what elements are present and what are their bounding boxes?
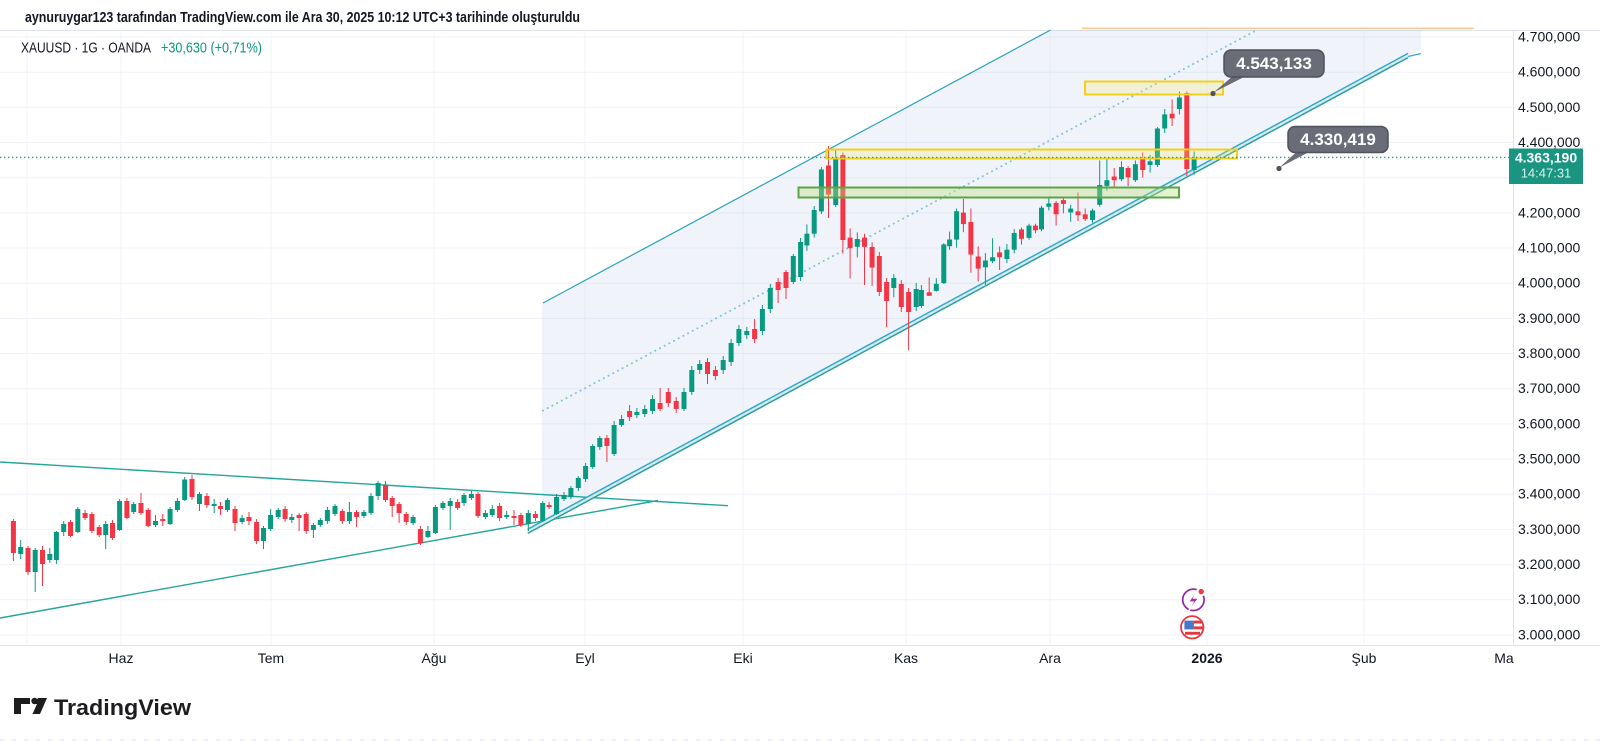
svg-text:3.800,000: 3.800,000 xyxy=(1518,345,1580,361)
svg-text:3.200,000: 3.200,000 xyxy=(1518,556,1580,572)
svg-text:Eki: Eki xyxy=(733,650,752,666)
svg-text:aynuruygar123 tarafından Tradi: aynuruygar123 tarafından TradingView.com… xyxy=(25,10,580,26)
svg-text:3.300,000: 3.300,000 xyxy=(1518,521,1580,537)
svg-text:Ara: Ara xyxy=(1039,650,1061,666)
svg-text:Şub: Şub xyxy=(1352,650,1377,666)
svg-text:Tem: Tem xyxy=(258,650,284,666)
svg-text:3.000,000: 3.000,000 xyxy=(1518,626,1580,642)
svg-text:4.700,000: 4.700,000 xyxy=(1518,29,1580,45)
svg-text:Kas: Kas xyxy=(894,650,918,666)
svg-text:4.000,000: 4.000,000 xyxy=(1518,275,1580,291)
svg-text:14:47:31: 14:47:31 xyxy=(1521,166,1572,181)
svg-text:XAUUSD · 1G · OANDA: XAUUSD · 1G · OANDA xyxy=(21,41,151,57)
svg-text:Ma: Ma xyxy=(1494,650,1514,666)
svg-text:3.400,000: 3.400,000 xyxy=(1518,486,1580,502)
svg-text:3.600,000: 3.600,000 xyxy=(1518,415,1580,431)
svg-text:4.200,000: 4.200,000 xyxy=(1518,204,1580,220)
svg-text:4.400,000: 4.400,000 xyxy=(1518,134,1580,150)
svg-text:4.600,000: 4.600,000 xyxy=(1518,64,1580,80)
svg-text:+30,630 (+0,71%): +30,630 (+0,71%) xyxy=(161,41,262,57)
svg-text:3.700,000: 3.700,000 xyxy=(1518,380,1580,396)
svg-text:Haz: Haz xyxy=(109,650,134,666)
svg-text:2026: 2026 xyxy=(1191,650,1222,666)
svg-text:4.543,133: 4.543,133 xyxy=(1236,54,1312,73)
svg-text:3.900,000: 3.900,000 xyxy=(1518,310,1580,326)
svg-text:3.100,000: 3.100,000 xyxy=(1518,591,1580,607)
svg-text:4.330,419: 4.330,419 xyxy=(1300,130,1376,149)
svg-text:TradingView: TradingView xyxy=(54,695,192,720)
svg-text:4.363,190: 4.363,190 xyxy=(1515,150,1577,166)
svg-text:4.100,000: 4.100,000 xyxy=(1518,240,1580,256)
svg-text:3.500,000: 3.500,000 xyxy=(1518,451,1580,467)
svg-text:Eyl: Eyl xyxy=(575,650,594,666)
svg-text:4.500,000: 4.500,000 xyxy=(1518,99,1580,115)
svg-text:Ağu: Ağu xyxy=(422,650,447,666)
